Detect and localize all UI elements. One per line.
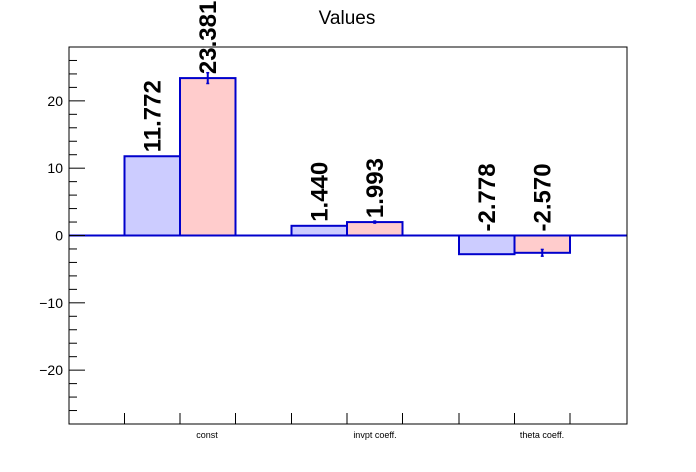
bar-const-series-1 [123,155,181,237]
y-tick-label: 10 [47,160,63,176]
value-label: -2.778 [474,163,501,231]
y-tick-label: 0 [55,228,63,244]
chart-title: Values [319,8,376,29]
bar-invpt-coeff--series-1 [290,224,348,237]
bars-layer [123,71,571,257]
bar-invpt-coeff--series-2 [346,221,404,237]
y-tick-label: −10 [39,295,63,311]
axis-layer: −20 −10 0 10 20 const invpt coeff. theta coeff. [39,46,571,440]
value-label: 11.772 [139,80,166,152]
value-label: 23.381 [195,1,222,74]
x-category-label: theta coeff. [520,430,564,440]
x-category-label: invpt coeff. [353,430,396,440]
bar-theta-coeff--series-1 [458,234,516,256]
y-tick-label: −20 [39,362,63,378]
bar-const-series-2 [179,77,237,237]
value-labels-layer: 11.772 23.381 1.440 1.993 -2.778 -2.570 [139,1,556,232]
value-label: -2.570 [529,163,556,231]
y-tick-label: 20 [47,93,63,109]
x-category-label: const [196,430,218,440]
value-label: 1.440 [306,162,333,222]
value-label: 1.993 [362,158,389,218]
